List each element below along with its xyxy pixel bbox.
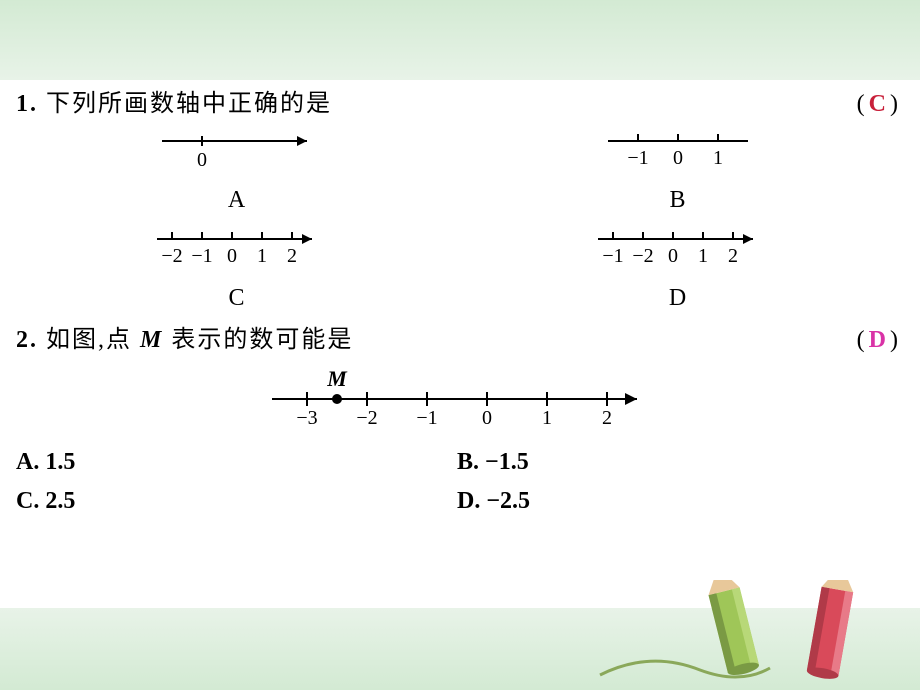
q2-text-pre: 如图,点: [46, 327, 140, 353]
q2-options: A. 1.5 B. −1.5 C. 2.5 D. −2.5: [16, 449, 898, 515]
svg-text:2: 2: [287, 245, 297, 267]
numberline-M: −3 −2 −1 0 1 2 M: [257, 364, 657, 434]
q1-text: 下列所画数轴中正确的是: [46, 91, 332, 117]
numberline-A: 0: [152, 126, 322, 176]
background-bottom: [0, 608, 920, 690]
svg-text:−1: −1: [416, 407, 437, 429]
q2-diagram: −3 −2 −1 0 1 2 M: [16, 364, 898, 439]
svg-text:−1: −1: [191, 245, 212, 267]
q2-paren-open: (: [857, 322, 865, 358]
q1-diagram-D: −1 −2 0 1 2 D: [457, 224, 898, 312]
svg-text:1: 1: [257, 245, 267, 267]
q2-A-letter: A.: [16, 449, 39, 475]
q1-paren-close: ): [890, 86, 898, 122]
q2-text-M: M: [140, 327, 163, 353]
q2-option-A: A. 1.5: [16, 449, 457, 476]
q2-number: 2.: [16, 327, 38, 353]
q2-B-value: −1.5: [485, 449, 529, 475]
q1-answer: C: [869, 86, 886, 122]
q1-label-B: B: [457, 187, 898, 214]
q1-diagrams: 0 A −1 0 1 B: [16, 126, 898, 312]
worksheet-content: 1. 下列所画数轴中正确的是 ( C ) 0 A −1 0 1: [10, 80, 910, 608]
q1-diagram-A: 0 A: [16, 126, 457, 214]
svg-text:0: 0: [482, 407, 492, 429]
background-top: [0, 0, 920, 80]
svg-text:1: 1: [713, 147, 723, 169]
numberline-B: −1 0 1: [598, 126, 758, 176]
svg-text:0: 0: [227, 245, 237, 267]
svg-text:−1: −1: [627, 147, 648, 169]
q2-option-D: D. −2.5: [457, 488, 898, 515]
q2-row: 2. 如图,点 M 表示的数可能是 ( D ): [16, 322, 898, 358]
svg-text:M: M: [326, 366, 348, 391]
svg-text:0: 0: [673, 147, 683, 169]
q2-D-value: −2.5: [486, 488, 530, 514]
q2-text-post: 表示的数可能是: [163, 327, 353, 353]
svg-text:0: 0: [197, 149, 207, 171]
svg-text:1: 1: [698, 245, 708, 267]
q2-C-letter: C.: [16, 488, 39, 514]
svg-text:2: 2: [728, 245, 738, 267]
q2-D-letter: D.: [457, 488, 480, 514]
q1-number: 1.: [16, 91, 38, 117]
svg-text:−2: −2: [161, 245, 182, 267]
q2-answer: D: [869, 322, 886, 358]
svg-text:−3: −3: [296, 407, 317, 429]
numberline-C: −2 −1 0 1 2: [147, 224, 327, 274]
q1-label-A: A: [16, 187, 457, 214]
q2-B-letter: B.: [457, 449, 479, 475]
q1-paren-open: (: [857, 86, 865, 122]
q2-option-C: C. 2.5: [16, 488, 457, 515]
svg-text:0: 0: [668, 245, 678, 267]
svg-text:2: 2: [602, 407, 612, 429]
q1-label-C: C: [16, 285, 457, 312]
svg-text:−2: −2: [356, 407, 377, 429]
q2-option-B: B. −1.5: [457, 449, 898, 476]
svg-text:−1: −1: [602, 245, 623, 267]
q1-diagram-B: −1 0 1 B: [457, 126, 898, 214]
q2-paren-close: ): [890, 322, 898, 358]
q1-row: 1. 下列所画数轴中正确的是 ( C ): [16, 86, 898, 122]
q1-diagram-C: −2 −1 0 1 2 C: [16, 224, 457, 312]
numberline-D: −1 −2 0 1 2: [588, 224, 768, 274]
svg-text:1: 1: [542, 407, 552, 429]
q2-C-value: 2.5: [45, 488, 75, 514]
svg-text:−2: −2: [632, 245, 653, 267]
q2-A-value: 1.5: [45, 449, 75, 475]
q1-label-D: D: [457, 285, 898, 312]
